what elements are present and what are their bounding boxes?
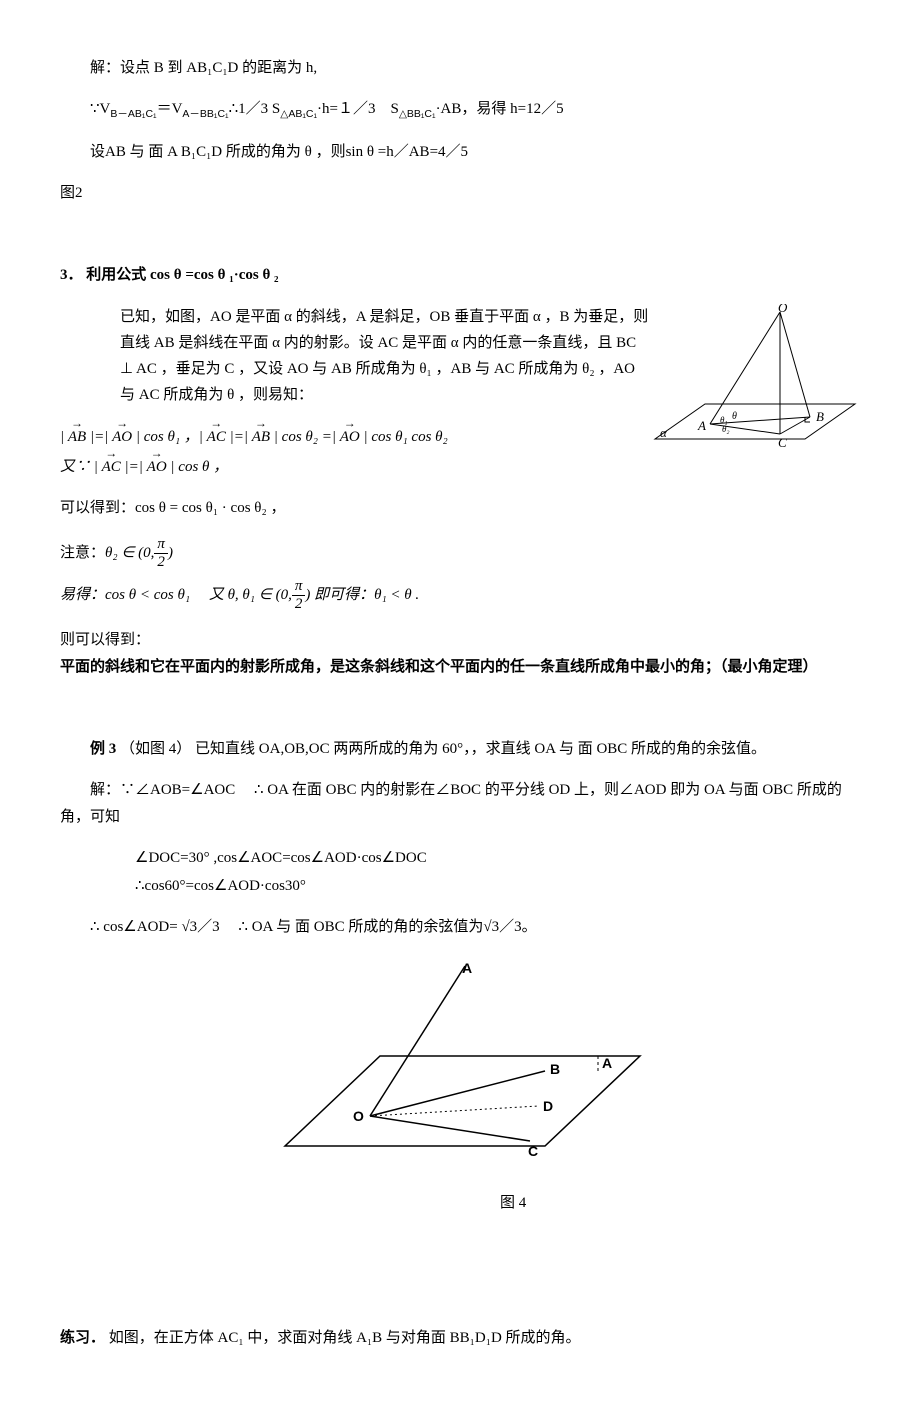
- formula-2: 又∵ | AC |=| AO | cos θ ，: [60, 454, 650, 480]
- label-C: C: [778, 435, 787, 450]
- section-number: 3．: [60, 267, 83, 283]
- sub: △BB₁C₁: [399, 108, 436, 120]
- num: π: [154, 536, 168, 554]
- label-O: O: [353, 1108, 364, 1124]
- solution1-line3: 设AB 与 面 A B₁C₁D 所成的角为 θ ，则sin θ =h／AB=4／…: [60, 139, 860, 165]
- pi-over-2-b: π2: [292, 578, 306, 612]
- vec-AO: AO: [147, 454, 167, 480]
- label-B: B: [816, 409, 824, 424]
- ex3-sol-l2: ∠DOC=30° ,cos∠AOC=cos∠AOD·cos∠DOC: [60, 845, 860, 871]
- t: | cos θ₁ cos θ₂: [360, 429, 448, 445]
- t: |=|: [226, 429, 252, 445]
- sub: △AB₁C₁: [280, 108, 317, 120]
- practice-line: 练习． 如图，在正方体 AC₁ 中，求面对角线 A₁B 与对角面 BB₁D₁D …: [60, 1325, 860, 1351]
- num: π: [292, 578, 306, 596]
- label-A: A: [697, 418, 706, 433]
- label-A: A: [462, 961, 472, 976]
- text: ∴1／3 S: [229, 101, 281, 117]
- label-theta2: θ₂: [722, 424, 730, 434]
- den: 2: [154, 554, 168, 571]
- vec-AB: AB: [68, 424, 86, 450]
- vec-AO2: AO: [340, 424, 360, 450]
- t: 又∵ |: [60, 459, 102, 475]
- text: ∵V: [90, 101, 110, 117]
- easy-end: ) 即可得：θ₁ < θ .: [305, 582, 419, 608]
- pi-over-2: π2: [154, 536, 168, 570]
- text: ·h=１／3 S: [317, 101, 399, 117]
- ex3-sol-l4: ∴ cos∠AOD= √3／3 ∴ OA 与 面 OBC 所成的角的余弦值为√3…: [60, 914, 860, 940]
- t: |=|: [121, 459, 147, 475]
- vec-AC: AC: [102, 454, 121, 480]
- diagram-2: A O B C D A: [270, 961, 650, 1161]
- diagram-2-container: A O B C D A: [60, 961, 860, 1170]
- figure2-label: 图2: [60, 180, 860, 206]
- figure4-label: 图 4: [500, 1190, 860, 1216]
- ex3-sol-l3: ∴cos60°=cos∠AOD·cos30°: [60, 873, 860, 899]
- note-end: ): [168, 540, 173, 566]
- practice-text: 如图，在正方体 AC₁ 中，求面对角线 A₁B 与对角面 BB₁D₁D 所成的角…: [109, 1330, 581, 1346]
- easy-pre: 易得：cos θ < cos θ₁ 又 θ, θ₁ ∈ (0,: [60, 582, 292, 608]
- label-O: O: [778, 304, 788, 315]
- conclusion-label: 则可以得到：: [60, 627, 860, 653]
- sub: A－BB₁C₁: [182, 108, 228, 120]
- label-A2: A: [602, 1055, 612, 1071]
- den: 2: [292, 596, 306, 613]
- solution1-line1: 解：设点 B 到 AB₁C₁D 的距离为 h,: [60, 55, 860, 81]
- sub: B－AB₁C₁: [110, 108, 156, 120]
- label-B: B: [550, 1061, 560, 1077]
- t: | cos θ ，: [167, 459, 229, 475]
- conclusion-text: 平面的斜线和它在平面内的射影所成角，是这条斜线和这个平面内的任一条直线所成角中最…: [60, 654, 860, 680]
- t: |: [60, 429, 68, 445]
- solution1-line2: ∵VB－AB₁C₁＝VA－BB₁C₁∴1／3 S△AB₁C₁·h=１／3 S△B…: [60, 96, 860, 123]
- label-alpha: α: [660, 425, 668, 440]
- t: | cos θ₂ =|: [270, 429, 340, 445]
- vec-AB2: AB: [252, 424, 270, 450]
- label-C: C: [528, 1143, 538, 1159]
- example3-problem: 例 3 （如图 4） 已知直线 OA,OB,OC 两两所成的角为 60°，，求直…: [60, 736, 860, 762]
- example-ref: （如图 4）: [120, 741, 191, 757]
- example-label: 例 3: [90, 741, 116, 757]
- practice-label: 练习．: [60, 1330, 105, 1346]
- text: ＝V: [157, 101, 183, 117]
- text: ·AB，易得 h=12／5: [436, 101, 564, 117]
- note-theta2: θ₂ ∈ (0,: [105, 540, 154, 566]
- note-prefix: 注意：: [60, 540, 105, 566]
- example-text: 已知直线 OA,OB,OC 两两所成的角为 60°，，求直线 OA 与 面 OB…: [195, 741, 766, 757]
- ex3-sol-l1: 解：∵∠AOB=∠AOC ∴ OA 在面 OBC 内的射影在∠BOC 的平分线 …: [60, 777, 860, 830]
- formula-3: 可以得到：cos θ = cos θ₁ · cos θ₂ ，: [60, 495, 860, 521]
- section-title: 利用公式 cos θ =cos θ ₁·cos θ ₂: [86, 267, 278, 283]
- label-theta: θ: [732, 411, 737, 422]
- vec-AC: AC: [207, 424, 226, 450]
- diagram-1: O A B C θ θ₁ θ₂ α: [650, 304, 860, 463]
- easy-line: 易得：cos θ < cos θ₁ 又 θ, θ₁ ∈ (0, π2 ) 即可得…: [60, 578, 860, 612]
- t: | cos θ₁ ，|: [132, 429, 207, 445]
- note-line: 注意： θ₂ ∈ (0, π2 ): [60, 536, 860, 570]
- label-D: D: [543, 1098, 553, 1114]
- section3-heading: 3． 利用公式 cos θ =cos θ ₁·cos θ ₂: [60, 262, 860, 288]
